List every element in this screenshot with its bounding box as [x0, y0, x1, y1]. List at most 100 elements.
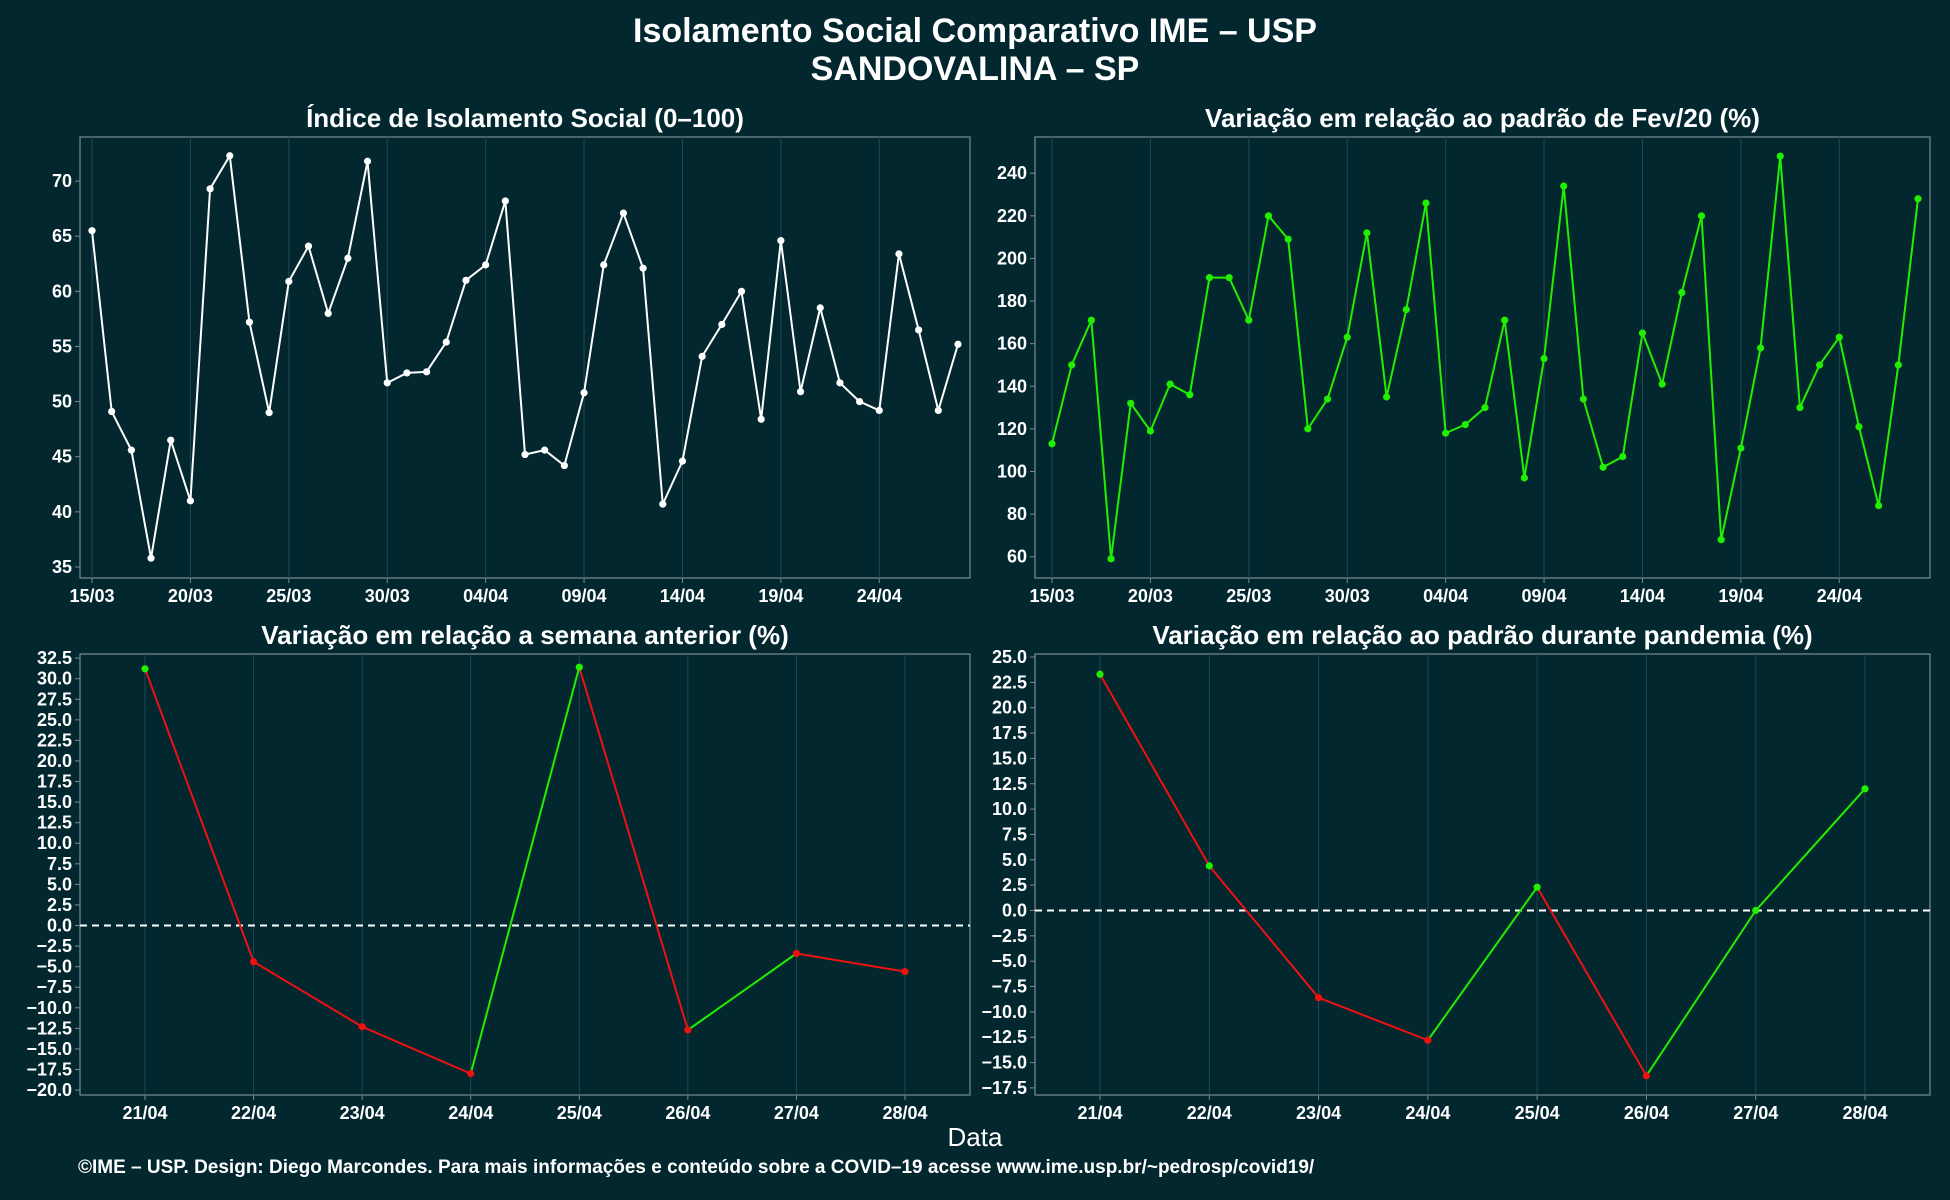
data-point [698, 352, 706, 360]
data-point [521, 450, 529, 459]
data-point [619, 209, 628, 217]
series-segment [361, 1025, 472, 1075]
series-segment [1602, 455, 1624, 469]
data-point [757, 415, 765, 423]
data-point [639, 264, 647, 272]
y-tick-label: −20.0 [26, 1080, 72, 1100]
series-segment [248, 322, 271, 413]
series-segment [327, 257, 349, 314]
data-point [1678, 288, 1686, 297]
data-point [954, 340, 962, 348]
data-point [1314, 994, 1323, 1002]
y-tick-label: 22.5 [37, 730, 72, 750]
x-axis-label: Data [947, 1122, 1003, 1152]
y-tick-label: 25.0 [992, 647, 1027, 667]
y-tick-label: −12.5 [26, 1018, 72, 1038]
y-tick-label: 2.5 [47, 895, 72, 915]
series-segment [1582, 398, 1605, 468]
y-tick-label: 220 [997, 206, 1027, 226]
footer-credits: ©IME – USP. Design: Diego Marcondes. Par… [78, 1157, 1315, 1178]
series-segment [937, 343, 959, 411]
y-tick-label: −12.5 [981, 1027, 1027, 1047]
y-tick-label: 100 [997, 461, 1027, 481]
data-point [1560, 182, 1568, 190]
x-tick-label: 27/04 [774, 1103, 819, 1123]
series-segment [425, 341, 448, 373]
series-segment [796, 952, 906, 973]
series-segment [681, 356, 704, 462]
series-segment [583, 264, 605, 393]
series-segment [701, 323, 723, 357]
y-tick-label: 50 [52, 392, 72, 412]
series-segment [1680, 215, 1703, 293]
data-point [792, 949, 801, 958]
series-segment [1818, 336, 1841, 366]
x-tick-label: 21/04 [1077, 1103, 1122, 1123]
data-point [541, 446, 549, 454]
series-segment [465, 264, 487, 282]
series-segment [1149, 383, 1172, 432]
data-point [1697, 212, 1706, 220]
data-point [1205, 274, 1214, 282]
series-segment [253, 960, 363, 1028]
series-segment [1228, 277, 1250, 321]
data-point [934, 406, 942, 415]
data-point [1861, 785, 1869, 793]
series-segment [1287, 239, 1309, 429]
series-segment [563, 392, 586, 466]
y-tick-label: 55 [52, 336, 72, 356]
x-tick-label: 23/04 [340, 1103, 385, 1123]
data-point [1658, 380, 1666, 388]
y-tick-label: −10.0 [981, 1002, 1027, 1022]
y-tick-label: 120 [997, 419, 1027, 439]
series-segment [687, 952, 798, 1031]
data-point [249, 958, 258, 966]
x-tick-label: 25/03 [1226, 586, 1271, 606]
x-tick-label: 24/04 [448, 1103, 493, 1123]
series-segment [1543, 185, 1565, 359]
series-segment [169, 439, 192, 502]
y-tick-label: −2.5 [36, 936, 72, 956]
data-point [1146, 427, 1155, 435]
series-segment [720, 290, 743, 325]
y-tick-label: 7.5 [1002, 824, 1027, 844]
data-point [684, 1026, 692, 1034]
y-tick-label: 65 [52, 226, 72, 246]
series-segment [1070, 319, 1093, 366]
series-segment [1484, 319, 1506, 408]
x-tick-label: 24/04 [1405, 1103, 1450, 1123]
data-point [1619, 452, 1627, 461]
data-point [167, 436, 175, 444]
y-tick-label: 40 [52, 502, 72, 522]
y-tick-label: 22.5 [992, 672, 1027, 692]
data-point [777, 237, 785, 245]
series-segment [897, 253, 920, 331]
x-tick-label: 30/03 [365, 586, 410, 606]
series-segment [1645, 909, 1757, 1077]
series-segment [1267, 215, 1289, 240]
data-point [1579, 395, 1588, 403]
data-point [285, 277, 293, 286]
data-point [1166, 380, 1174, 388]
series-segment [1759, 156, 1782, 349]
y-tick-label: 2.5 [1002, 875, 1027, 895]
y-tick-label: 17.5 [37, 772, 72, 792]
x-tick-label: 30/03 [1325, 586, 1370, 606]
series-segment [1754, 788, 1866, 912]
series-segment [268, 281, 290, 413]
data-point [324, 309, 332, 317]
y-tick-label: 17.5 [992, 723, 1027, 743]
data-point [1520, 474, 1528, 482]
data-point [1481, 403, 1489, 412]
series-segment [1739, 347, 1762, 449]
data-point [403, 369, 411, 377]
data-point [718, 320, 726, 329]
data-point [1205, 862, 1213, 870]
series-segment [189, 188, 212, 501]
y-tick-label: 35 [52, 557, 72, 577]
series-segment [799, 307, 822, 392]
y-tick-label: 240 [997, 163, 1027, 183]
x-tick-label: 15/03 [69, 586, 114, 606]
